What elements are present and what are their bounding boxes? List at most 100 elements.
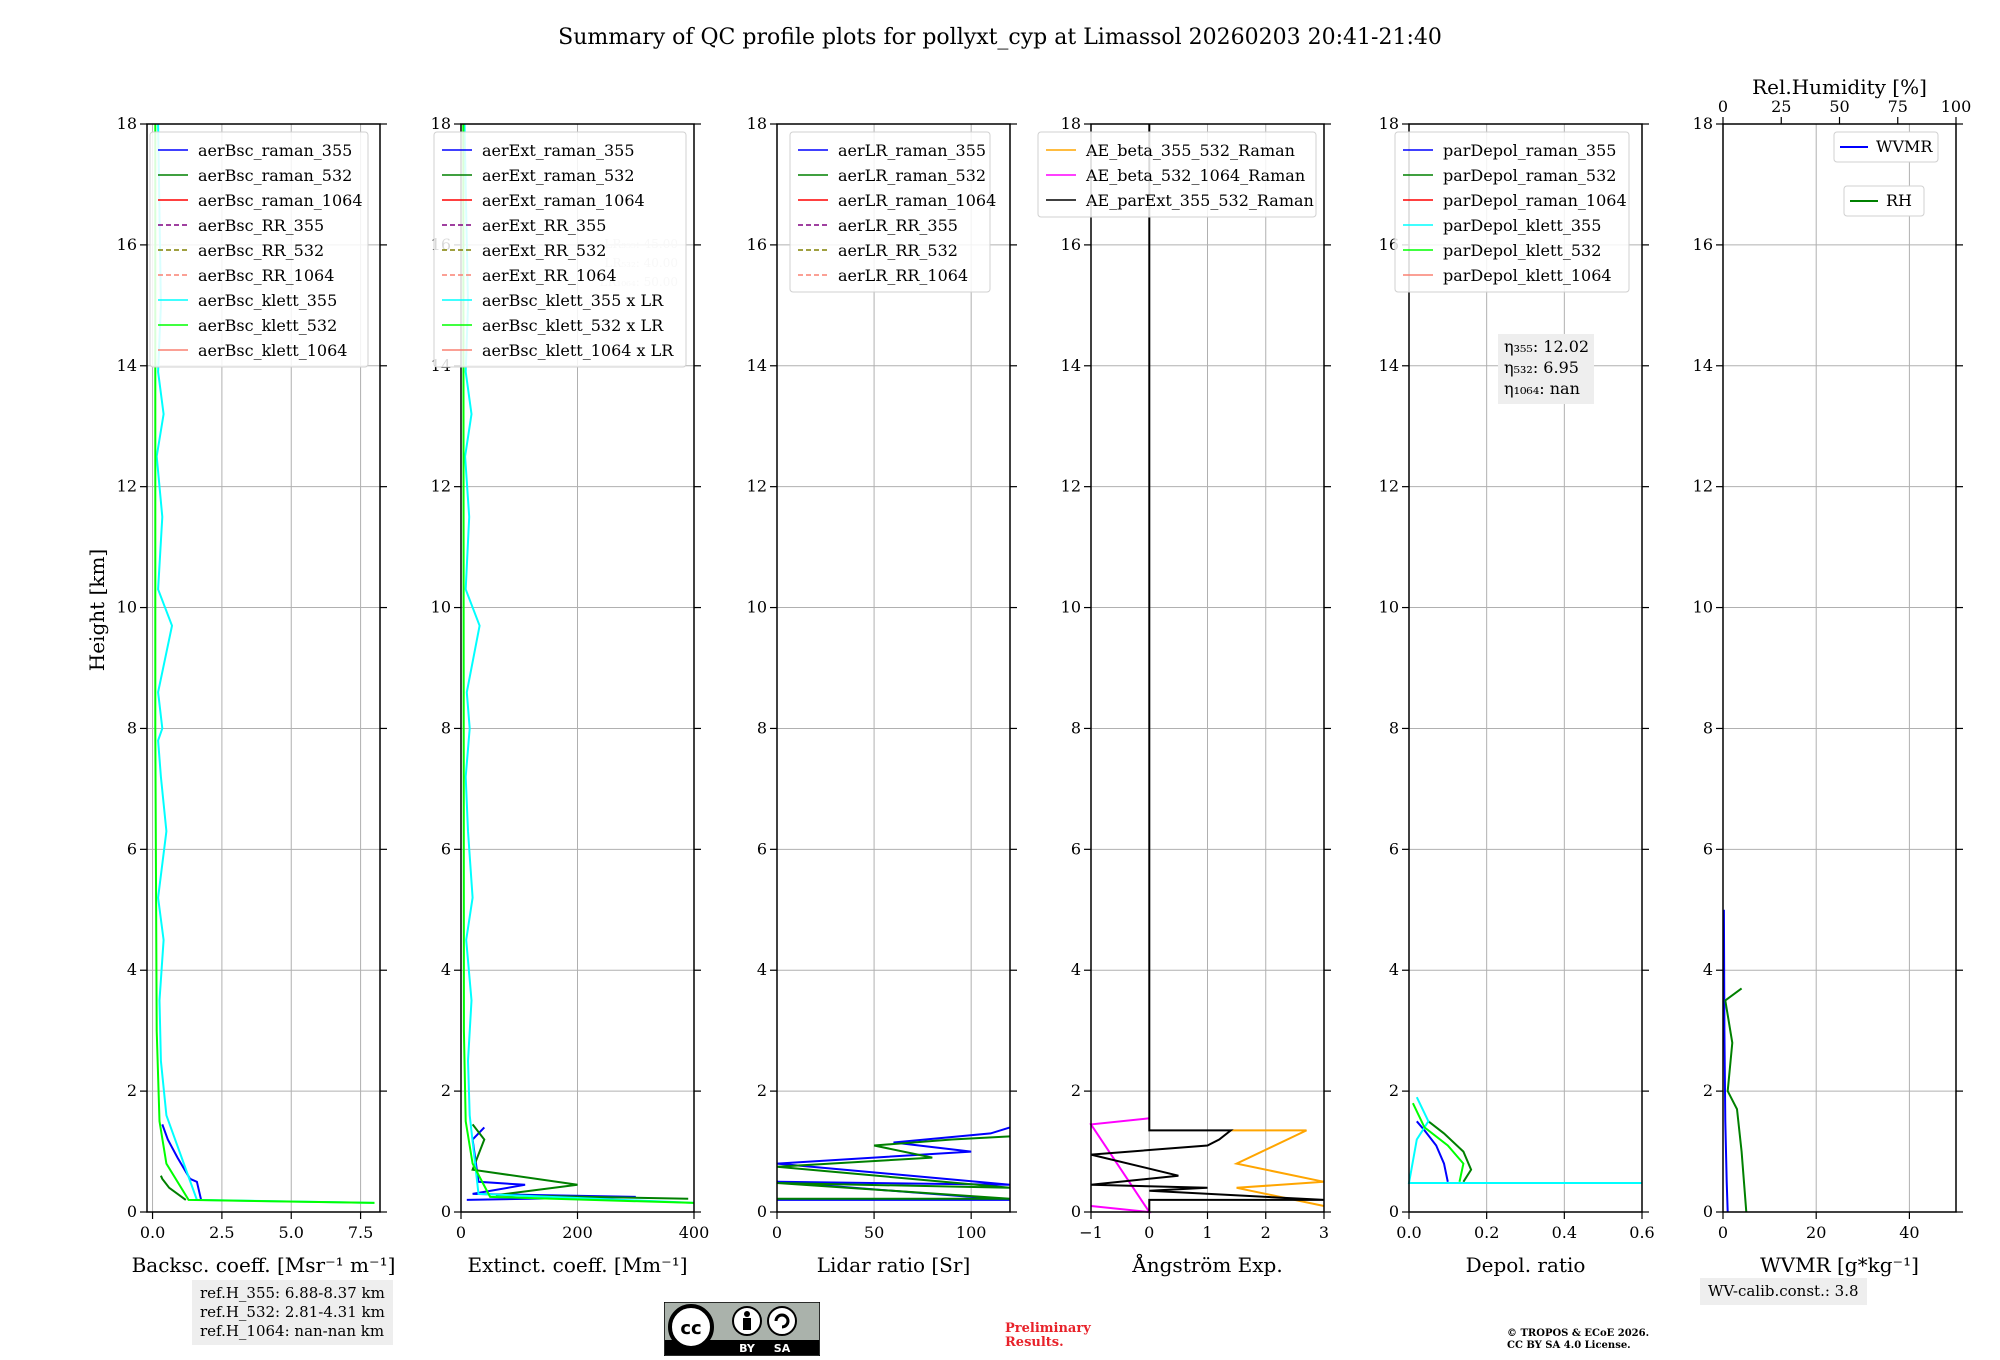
legend-label: aerExt_raman_532 bbox=[482, 166, 635, 185]
preliminary-line-2: Results. bbox=[1005, 1335, 1064, 1350]
y-tick-label: 8 bbox=[441, 718, 451, 737]
legend-label: aerExt_raman_1064 bbox=[482, 191, 645, 210]
x-axis-label: Backsc. coeff. [Msr⁻¹ m⁻¹] bbox=[132, 1253, 396, 1277]
x-tick-label: 7.5 bbox=[348, 1223, 373, 1242]
x-tick-label: 0 bbox=[1144, 1223, 1154, 1242]
y-tick-label: 10 bbox=[1061, 598, 1081, 617]
x-tick-label: 1 bbox=[1202, 1223, 1212, 1242]
y-tick-label: 14 bbox=[1379, 356, 1399, 375]
y-tick-label: 4 bbox=[1071, 960, 1081, 979]
cc-license-badge: cc BY SA bbox=[664, 1302, 820, 1356]
y-tick-label: 12 bbox=[431, 477, 451, 496]
x-tick-label: 2.5 bbox=[209, 1223, 234, 1242]
x-tick-label: 5.0 bbox=[279, 1223, 304, 1242]
x-tick-label: 0 bbox=[1718, 1223, 1728, 1242]
series-line-AE_beta_355_532_Raman bbox=[1230, 1129, 1325, 1207]
y-tick-label: 18 bbox=[1379, 114, 1399, 133]
legend-label: aerLR_raman_1064 bbox=[838, 191, 996, 210]
y-tick-label: 2 bbox=[1703, 1081, 1713, 1100]
legend-label: aerBsc_RR_532 bbox=[198, 241, 324, 260]
panel-lr: 0 50 100 0 2 4 6 8 10 12 14 16 18 Lidar ratio [Sr] aer… bbox=[747, 114, 1017, 1277]
y-tick-label: 4 bbox=[1703, 960, 1713, 979]
top-x-axis-label: Rel.Humidity [%] bbox=[1752, 75, 1927, 99]
legend-label: WVMR bbox=[1876, 137, 1933, 156]
y-tick-label: 16 bbox=[117, 235, 137, 254]
y-tick-label: 8 bbox=[127, 718, 137, 737]
legend-label: RH bbox=[1886, 191, 1912, 210]
legend-label: aerBsc_RR_355 bbox=[198, 216, 324, 235]
series-line-aerBsc_raman_532 bbox=[159, 1175, 187, 1201]
series-line-parDepol_raman_355 bbox=[1416, 1120, 1449, 1183]
y-tick-label: 0 bbox=[1389, 1202, 1399, 1221]
series-line-parDepol_raman_532 bbox=[1427, 1120, 1473, 1183]
legend-box bbox=[433, 131, 687, 368]
series-line-WVMR bbox=[1722, 909, 1729, 1213]
y-tick-label: 18 bbox=[117, 114, 137, 133]
legend-box bbox=[1394, 131, 1630, 293]
legend-label: aerExt_RR_355 bbox=[482, 216, 606, 235]
sa-share-arrow bbox=[774, 1313, 790, 1329]
y-tick-label: 14 bbox=[1061, 356, 1081, 375]
y-tick-label: 12 bbox=[1693, 477, 1713, 496]
plot-frame bbox=[1722, 123, 1957, 1213]
legend-label: aerBsc_raman_355 bbox=[198, 141, 352, 160]
sa-share-icon bbox=[767, 1306, 797, 1336]
y-tick-label: 18 bbox=[431, 114, 451, 133]
legend-label: aerBsc_raman_1064 bbox=[198, 191, 363, 210]
series-line-aerBsc_klett_532 x LR bbox=[462, 123, 695, 1204]
x-tick-label: 0.2 bbox=[1474, 1223, 1499, 1242]
y-tick-label: 18 bbox=[1061, 114, 1081, 133]
y-tick-label: 14 bbox=[117, 356, 137, 375]
y-tick-label: 16 bbox=[1061, 235, 1081, 254]
y-tick-label: 6 bbox=[127, 839, 137, 858]
legend-box bbox=[1037, 131, 1317, 218]
y-tick-label: 12 bbox=[1061, 477, 1081, 496]
y-tick-label: 16 bbox=[1379, 235, 1399, 254]
legend-label: AE_beta_355_532_Raman bbox=[1085, 141, 1295, 160]
y-tick-label: 4 bbox=[757, 960, 767, 979]
y-tick-label: 4 bbox=[127, 960, 137, 979]
y-tick-label: 8 bbox=[1389, 718, 1399, 737]
y-tick-label: 6 bbox=[757, 839, 767, 858]
x-tick-label: 40 bbox=[1899, 1223, 1919, 1242]
legend-box bbox=[1843, 185, 1925, 217]
y-tick-label: 16 bbox=[1693, 235, 1713, 254]
top-x-tick-label: 25 bbox=[1771, 97, 1791, 116]
y-tick-label: 2 bbox=[127, 1081, 137, 1100]
series-line-parDepol_klett_355 bbox=[1407, 1096, 1642, 1184]
y-tick-label: 6 bbox=[1703, 839, 1713, 858]
panel-bsc: 0.0 2.5 5.0 7.5 0 2 4 6 8 10 12 14 16 18 Backsc. coeff… bbox=[117, 114, 396, 1277]
y-tick-label: 8 bbox=[1703, 718, 1713, 737]
series-line-parDepol_klett_532 bbox=[1411, 1102, 1465, 1183]
x-tick-label: 0.4 bbox=[1552, 1223, 1577, 1242]
panel-ext: 0200400024681012141618Extinct. coeff. [M… bbox=[431, 114, 710, 1277]
copyright-note: © TROPOS & ECoE 2026. CC BY SA 4.0 Licen… bbox=[1507, 1328, 1649, 1352]
legend-label: aerBsc_klett_355 x LR bbox=[482, 291, 664, 310]
x-tick-label: −1 bbox=[1079, 1223, 1103, 1242]
preliminary-results-note: Preliminary Results. bbox=[1005, 1322, 1091, 1350]
cc-logo-text: cc bbox=[680, 1318, 701, 1339]
top-x-tick-label: 0 bbox=[1718, 97, 1728, 116]
x-tick-label: 200 bbox=[562, 1223, 593, 1242]
x-tick-label: 0 bbox=[772, 1223, 782, 1242]
series-line-aerBsc_klett_355 bbox=[155, 123, 375, 1204]
y-tick-label: 6 bbox=[441, 839, 451, 858]
y-tick-label: 2 bbox=[441, 1081, 451, 1100]
legend-label: aerLR_RR_532 bbox=[838, 241, 958, 260]
x-axis-label: Lidar ratio [Sr] bbox=[817, 1253, 971, 1277]
top-x-tick-label: 75 bbox=[1888, 97, 1908, 116]
y-tick-label: 0 bbox=[1071, 1202, 1081, 1221]
y-tick-label: 18 bbox=[747, 114, 767, 133]
series-line-aerBsc_klett_532 bbox=[154, 124, 375, 1204]
by-person-head bbox=[744, 1311, 750, 1317]
legend-label: parDepol_klett_355 bbox=[1443, 216, 1601, 235]
copyright-line-2: CC BY SA 4.0 License. bbox=[1507, 1340, 1631, 1351]
sa-text: SA bbox=[774, 1342, 791, 1355]
x-tick-label: 2 bbox=[1261, 1223, 1271, 1242]
y-tick-label: 18 bbox=[1693, 114, 1713, 133]
panel-depol: 0.0 0.2 0.4 0.6 0 2 4 6 8 10 12 14 16 18 Depol. ratio η… bbox=[1379, 114, 1655, 1277]
x-tick-label: 400 bbox=[679, 1223, 710, 1242]
legend-label: AE_parExt_355_532_Raman bbox=[1085, 191, 1314, 210]
